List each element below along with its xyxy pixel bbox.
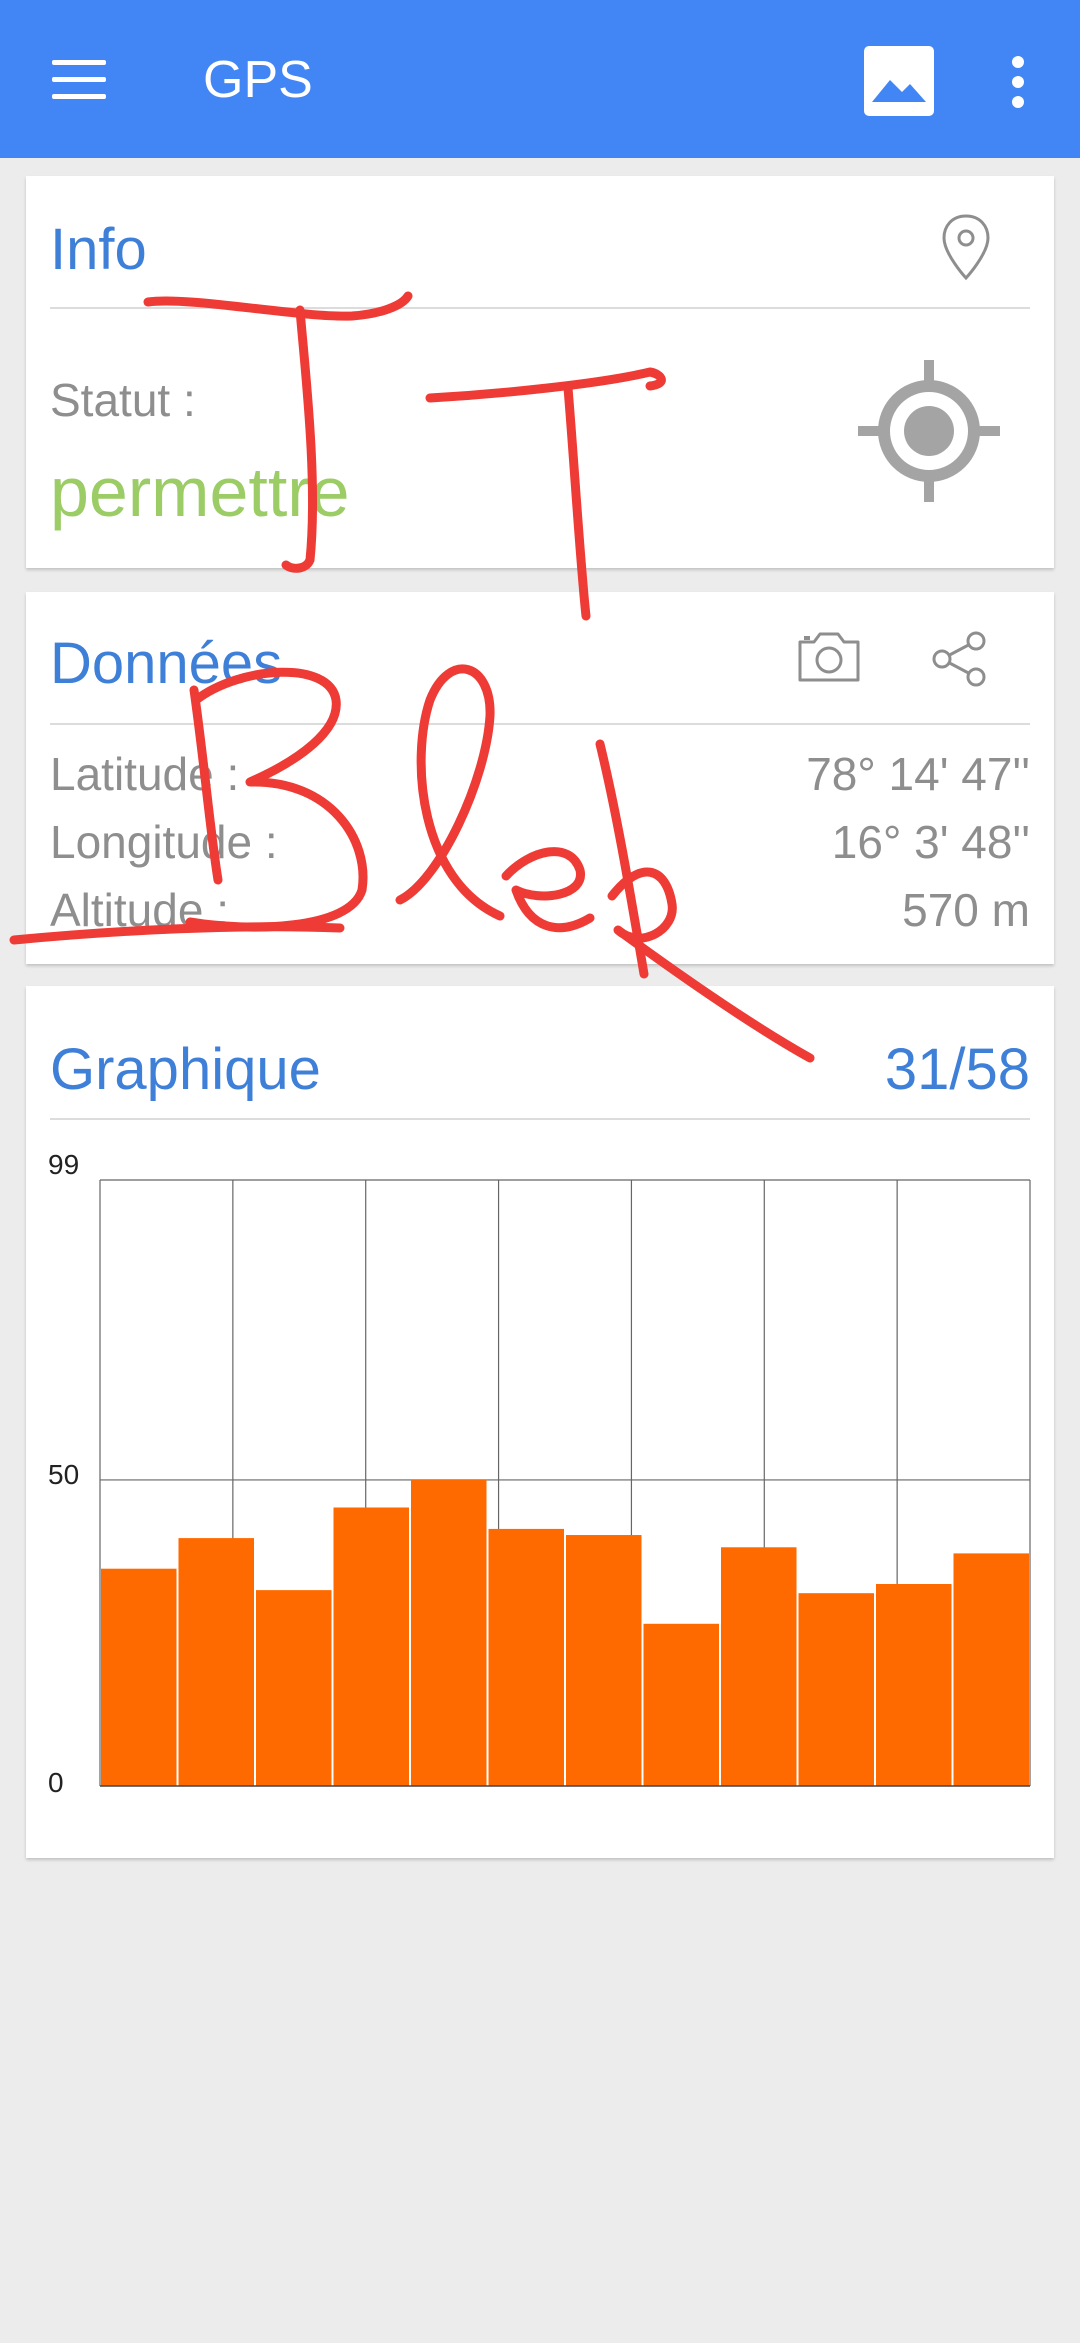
location-pin-icon[interactable] xyxy=(938,212,994,289)
latitude-value: 78° 14' 47'' xyxy=(806,748,1030,800)
info-card-divider xyxy=(50,307,1030,309)
chart-bar xyxy=(643,1623,719,1786)
chart-bar xyxy=(876,1584,952,1786)
altitude-value: 570 m xyxy=(902,884,1030,936)
data-card-divider xyxy=(50,723,1030,725)
info-card-title: Info xyxy=(50,217,147,282)
gps-target-icon[interactable] xyxy=(854,356,1004,511)
hamburger-menu-icon[interactable] xyxy=(52,60,106,100)
chart-card-divider xyxy=(50,1118,1030,1120)
longitude-value: 16° 3' 48'' xyxy=(831,816,1030,868)
status-label: Statut : xyxy=(50,374,196,426)
camera-icon[interactable] xyxy=(796,628,862,689)
chart-bar xyxy=(798,1593,874,1786)
chart-bar xyxy=(178,1538,254,1786)
y-tick-label-bottom: 0 xyxy=(48,1767,64,1798)
chart-bar xyxy=(101,1568,177,1786)
y-tick-label-top: 99 xyxy=(48,1149,79,1180)
chart-bar xyxy=(256,1590,332,1786)
chart-card-title: Graphique xyxy=(50,1037,321,1102)
share-icon[interactable] xyxy=(930,630,988,693)
more-vert-icon[interactable] xyxy=(1005,55,1031,109)
app-title: GPS xyxy=(203,51,313,109)
satellite-counter: 31/58 xyxy=(884,1037,1030,1102)
chart-bar xyxy=(566,1535,642,1786)
chart-bar xyxy=(333,1507,409,1786)
chart-bar xyxy=(953,1553,1029,1786)
chart-bar xyxy=(411,1479,487,1786)
app-bar: GPS xyxy=(0,0,1080,158)
y-tick-label-mid: 50 xyxy=(48,1459,79,1490)
chart-bar xyxy=(488,1528,564,1786)
chart-bar xyxy=(721,1547,797,1786)
image-icon[interactable] xyxy=(864,46,934,116)
